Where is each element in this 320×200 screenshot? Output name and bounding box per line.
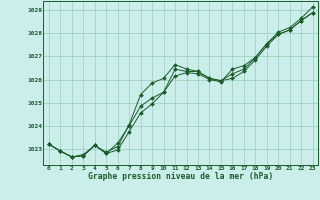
X-axis label: Graphe pression niveau de la mer (hPa): Graphe pression niveau de la mer (hPa) [88, 172, 273, 181]
